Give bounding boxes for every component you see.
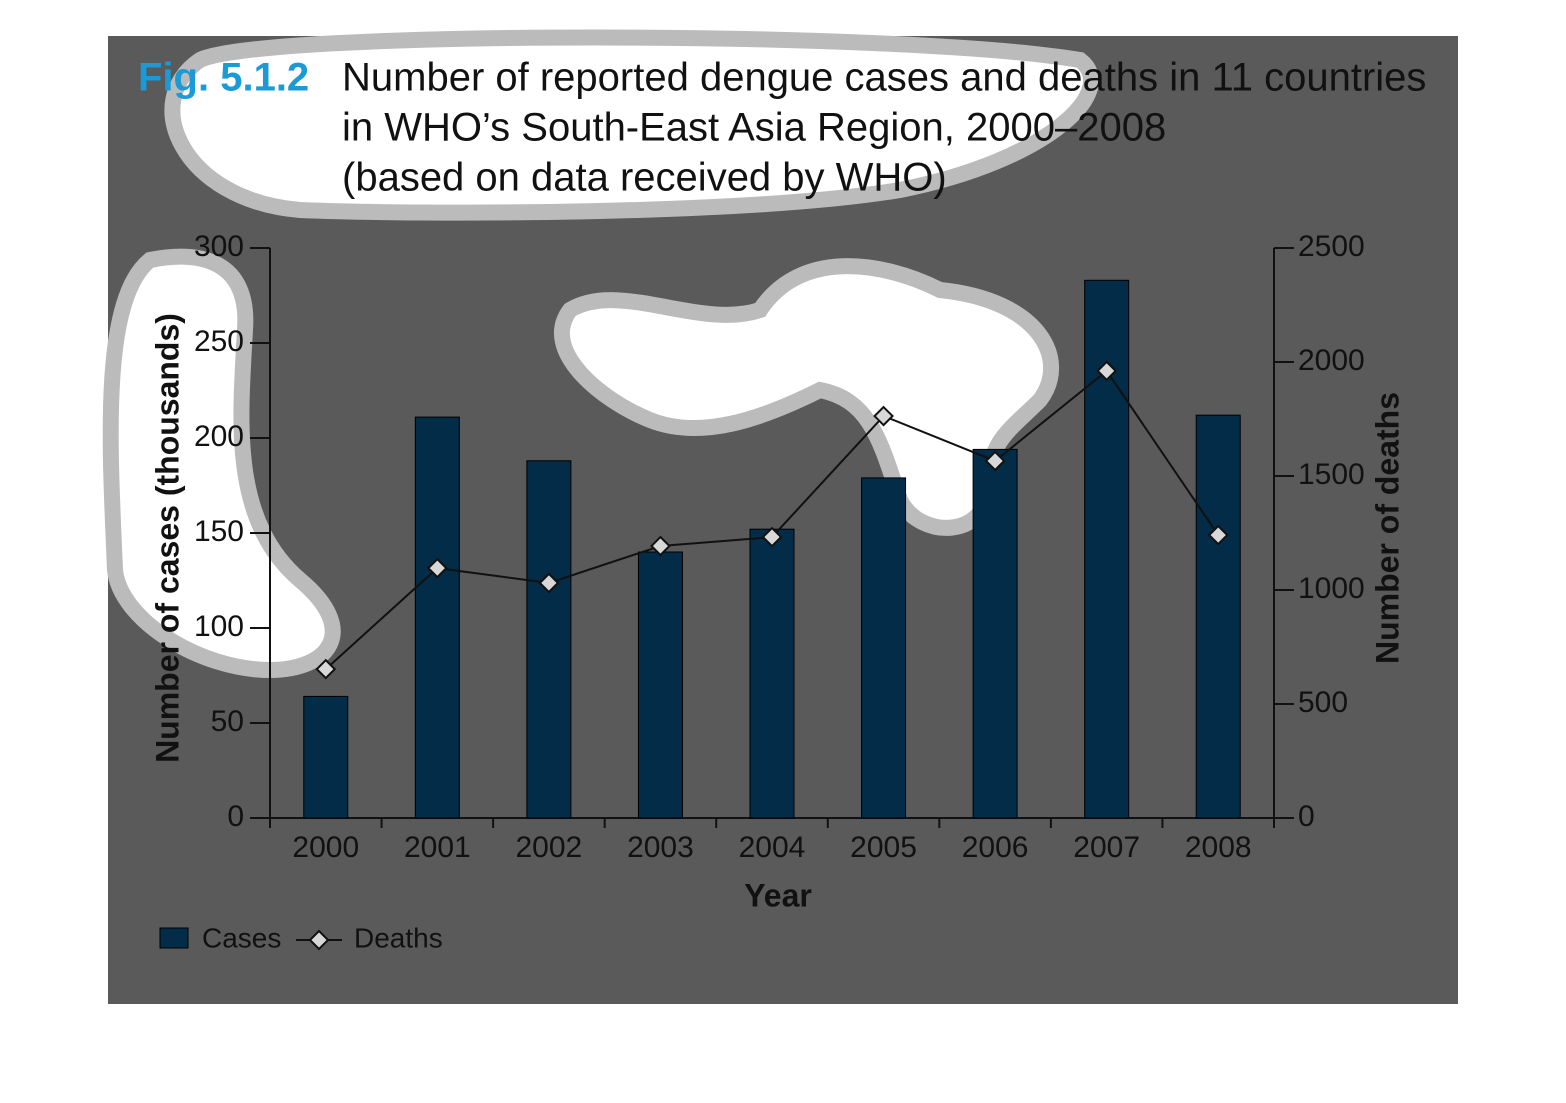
y2-tick-label: 1500 xyxy=(1298,458,1365,491)
y-tick-label: 200 xyxy=(194,420,244,453)
legend-swatch xyxy=(308,929,330,951)
y-tick-label: 0 xyxy=(227,800,244,833)
marker xyxy=(984,450,1006,472)
y2-axis-label: Number of deaths xyxy=(1369,392,1405,664)
y2-tick-label: 2500 xyxy=(1298,230,1365,263)
x-tick-label: 2001 xyxy=(404,831,471,864)
marker xyxy=(650,535,671,557)
figure-label: Fig. 5.1.2 xyxy=(138,56,309,100)
marker xyxy=(1207,524,1229,546)
y2-tick-label: 500 xyxy=(1298,686,1348,719)
bar xyxy=(861,477,907,819)
y-tick-label: 100 xyxy=(194,610,244,643)
bar xyxy=(1195,414,1241,819)
x-tick-label: 2002 xyxy=(516,831,583,864)
x-tick-label: 2007 xyxy=(1073,831,1140,864)
x-tick-label: 2004 xyxy=(739,831,806,864)
legend-label: Deaths xyxy=(354,922,443,953)
x-axis-label: Year xyxy=(744,877,812,913)
highlight-blobs xyxy=(102,29,1099,679)
y-tick-label: 150 xyxy=(194,515,244,548)
marker xyxy=(426,557,448,579)
y-axis-label: Number of cases (thousands) xyxy=(149,313,185,763)
x-tick-label: 2003 xyxy=(627,831,694,864)
bar xyxy=(972,448,1018,819)
marker xyxy=(873,405,894,427)
y-tick-label: 250 xyxy=(194,325,244,358)
x-tick-label: 2000 xyxy=(292,831,359,864)
marker xyxy=(538,572,560,594)
bar xyxy=(414,416,460,819)
bar xyxy=(303,695,349,819)
y-tick-label: 50 xyxy=(211,705,244,738)
marker xyxy=(315,658,337,680)
chart-title: in WHO’s South-East Asia Region, 2000–20… xyxy=(342,106,1166,150)
legend-swatch xyxy=(159,927,189,949)
chart-title: (based on data received by WHO) xyxy=(342,156,947,200)
bar xyxy=(749,528,795,819)
x-tick-label: 2008 xyxy=(1185,831,1252,864)
marker xyxy=(1096,360,1118,382)
marker xyxy=(761,526,783,548)
bar xyxy=(526,460,572,819)
y2-tick-label: 2000 xyxy=(1298,344,1365,377)
x-tick-label: 2005 xyxy=(850,831,917,864)
legend-label: Cases xyxy=(202,922,281,953)
bar xyxy=(637,551,683,819)
y-tick-label: 300 xyxy=(194,230,244,263)
x-tick-label: 2006 xyxy=(962,831,1029,864)
chart-title: Number of reported dengue cases and deat… xyxy=(342,56,1426,100)
y2-tick-label: 1000 xyxy=(1298,572,1365,605)
y2-tick-label: 0 xyxy=(1298,800,1315,833)
